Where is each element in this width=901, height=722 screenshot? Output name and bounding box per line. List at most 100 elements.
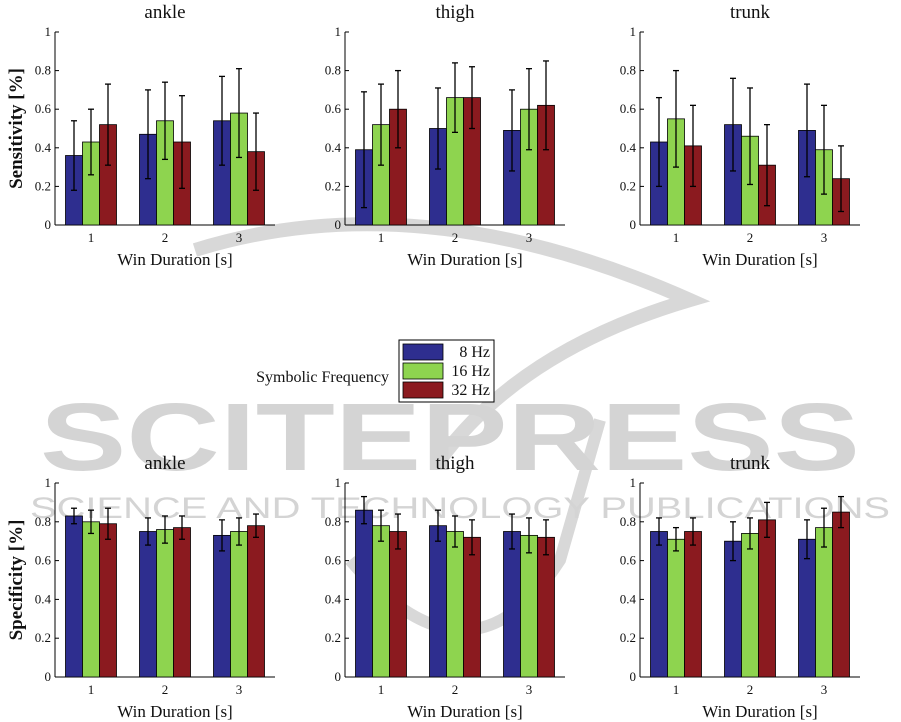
x-tick-label: 1 [673,230,680,245]
y-tick-label: 0.8 [325,514,341,529]
legend-label: 32 Hz [451,382,490,399]
bar-32hz-win2 [463,536,481,678]
y-axis-label: Specificity [%] [6,520,27,641]
y-tick-label: 1 [335,24,342,39]
bar-32hz-win3 [537,536,555,678]
bar-32hz-win1 [99,523,117,678]
y-tick-label: 0.6 [620,101,637,116]
bar-16hz-win1 [82,521,100,678]
x-tick-label: 1 [378,230,385,245]
panel-title: trunk [730,453,771,474]
bar-8hz-win1 [65,515,83,678]
y-tick-label: 0.4 [35,591,52,606]
y-tick-label: 1 [45,475,52,490]
bar-16hz-win2 [741,533,759,678]
y-tick-label: 0.6 [620,553,637,568]
x-tick-label: 3 [821,682,828,697]
chart-grid: ankle 0 0.2 0.4 0.6 0.8 1 1 2 3 Win Duration [s] Se… [6,2,860,721]
panel-title: trunk [730,2,771,23]
y-tick-label: 0.4 [620,591,637,606]
y-tick-label: 0.6 [325,101,342,116]
watermark-swoosh [192,217,711,465]
y-tick-label: 0 [630,669,637,684]
bar-32hz-win3 [247,525,265,678]
x-tick-label: 1 [378,682,385,697]
y-tick-label: 0 [630,217,637,232]
y-tick-label: 0.4 [620,140,637,155]
y-tick-label: 0.2 [35,178,51,193]
x-tick-label: 3 [526,682,533,697]
y-tick-label: 0.8 [325,63,341,78]
y-tick-label: 1 [630,24,637,39]
x-tick-label: 2 [747,230,754,245]
bar-16hz-win1 [667,538,685,678]
x-tick-label: 3 [821,230,828,245]
bar-32hz-win1 [684,531,702,678]
legend-items: 8 Hz 16 Hz 32 Hz [398,339,495,403]
legend-label: 16 Hz [451,363,490,380]
chart-panel-3: trunk 0 0.2 0.4 0.6 0.8 1 1 2 3 Win Duration [s] [620,2,860,269]
y-tick-label: 0.2 [325,178,341,193]
y-tick-label: 0 [45,217,52,232]
y-tick-label: 0.8 [35,63,51,78]
x-tick-label: 1 [88,230,95,245]
y-tick-label: 0 [335,669,342,684]
x-tick-label: 3 [236,230,243,245]
y-tick-label: 1 [630,475,637,490]
bar-16hz-win3 [230,531,248,678]
chart-panel-1: ankle 0 0.2 0.4 0.6 0.8 1 1 2 3 Win Duration [s] Se… [6,2,275,269]
bar-8hz-win2 [139,531,157,678]
bar-8hz-win1 [650,531,668,678]
legend: Symbolic Frequency 8 Hz 16 Hz 32 Hz [256,339,495,403]
y-tick-label: 0.2 [620,178,636,193]
legend-swatch-16hz [402,362,444,380]
y-tick-label: 0.2 [620,630,636,645]
y-tick-label: 0.6 [35,553,52,568]
x-axis-label: Win Duration [s] [407,702,522,721]
y-tick-label: 0 [335,217,342,232]
bar-8hz-win2 [429,525,447,678]
watermark-subtitle: SCIENCE AND TECHNOLOGY PUBLICATIONS [30,492,890,525]
legend-title: Symbolic Frequency [256,369,389,386]
bar-16hz-win1 [372,525,390,678]
bar-32hz-win2 [758,519,776,678]
legend-swatch-32hz [402,381,444,399]
bar-32hz-win2 [173,527,191,678]
bar-8hz-win3 [798,538,816,678]
x-tick-label: 2 [747,682,754,697]
y-tick-label: 0.8 [620,514,636,529]
y-tick-label: 0.8 [620,63,636,78]
x-tick-label: 2 [162,682,169,697]
bar-16hz-win2 [156,529,174,678]
y-tick-label: 0.6 [35,101,52,116]
panel-title: ankle [144,2,185,23]
chart-panel-6: trunk 0 0.2 0.4 0.6 0.8 1 1 2 3 Win Duration [s] [620,453,860,721]
bar-8hz-win3 [213,534,231,678]
bar-16hz-win3 [520,534,538,678]
bar-16hz-win3 [815,527,833,678]
chart-panel-4: ankle 0 0.2 0.4 0.6 0.8 1 1 2 3 Win Duration [s] Sp… [6,453,275,721]
x-axis-label: Win Duration [s] [702,250,817,269]
bar-32hz-win3 [832,511,850,678]
panel-title: thigh [435,2,475,23]
y-axis-label: Sensitivity [%] [6,68,27,189]
y-tick-label: 0 [45,669,52,684]
chart-panel-2: thigh 0 0.2 0.4 0.6 0.8 1 1 2 3 Win Duration [s] [325,2,565,269]
x-tick-label: 2 [452,230,459,245]
x-tick-label: 3 [236,682,243,697]
y-tick-label: 0.8 [35,514,51,529]
x-tick-label: 2 [162,230,169,245]
x-axis-label: Win Duration [s] [117,250,232,269]
chart-panel-5: thigh 0 0.2 0.4 0.6 0.8 1 1 2 3 Win Duration [s] [325,453,565,721]
y-tick-label: 0.4 [35,140,52,155]
x-axis-label: Win Duration [s] [407,250,522,269]
x-tick-label: 1 [88,682,95,697]
legend-swatch-8hz [402,343,444,361]
x-tick-label: 2 [452,682,459,697]
x-tick-label: 3 [526,230,533,245]
y-tick-label: 1 [335,475,342,490]
y-tick-label: 0.6 [325,553,342,568]
bar-8hz-win1 [355,509,373,678]
panel-title: thigh [435,453,475,474]
